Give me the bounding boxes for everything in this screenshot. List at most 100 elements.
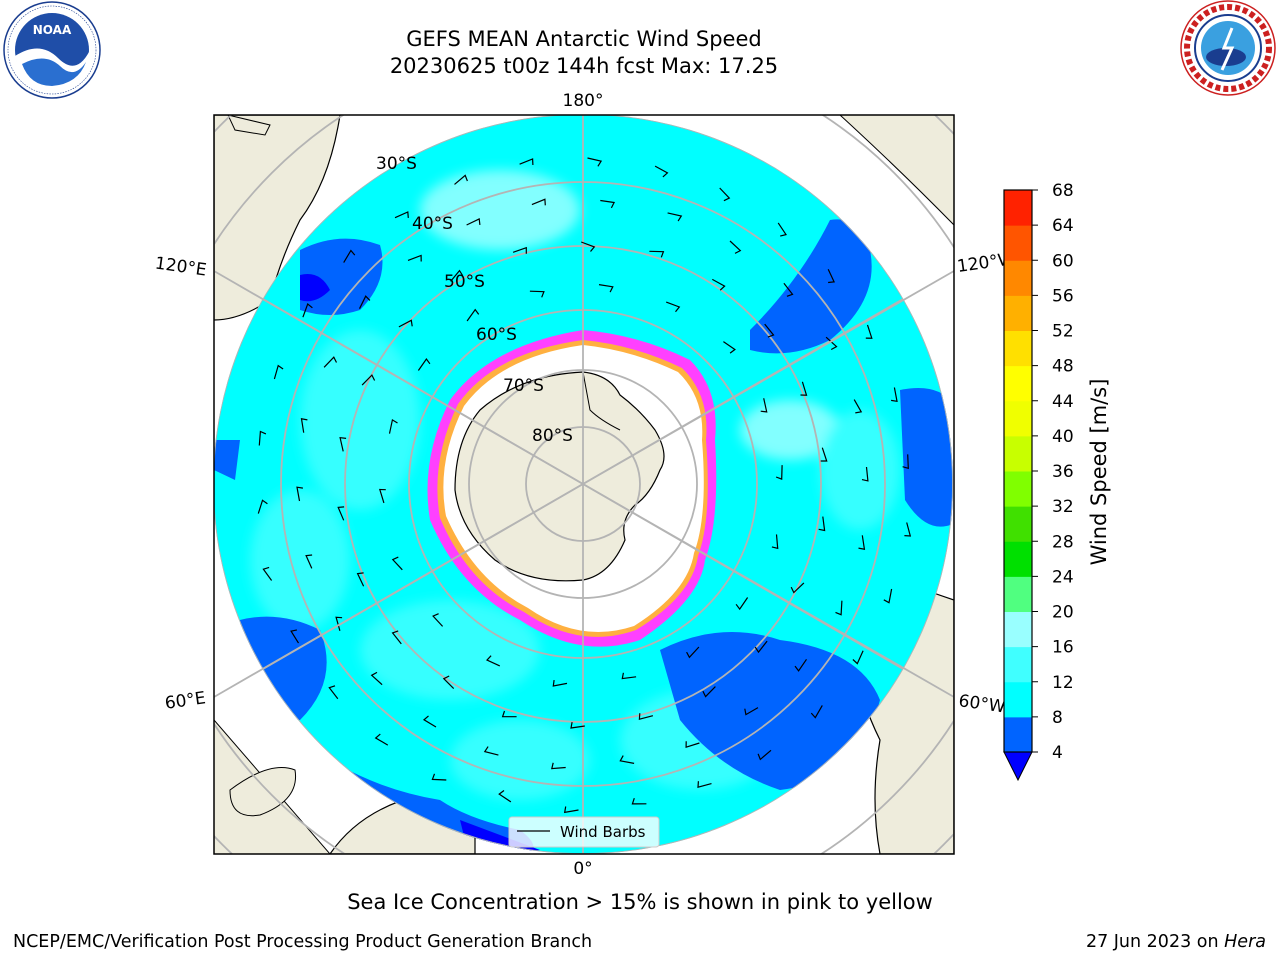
wind-barb-icon	[852, 650, 864, 665]
wind-barb-icon	[835, 600, 843, 616]
colorbar-tick-label: 8	[1052, 708, 1063, 728]
colorbar-label: Wind Speed [m/s]	[1087, 379, 1111, 566]
lat-label-50s: 50°S	[444, 272, 485, 292]
colorbar-segment	[1004, 260, 1032, 296]
noaa-logo-text: NOAA	[33, 23, 72, 37]
footer-date: 27 Jun 2023 on Hera	[1086, 932, 1266, 952]
colorbar-tick-label: 60	[1052, 251, 1074, 271]
map-legend: Wind Barbs	[508, 816, 660, 848]
wind-barb-icon	[600, 199, 616, 209]
wind-barb-icon	[818, 516, 826, 532]
wind-barb-icon	[290, 629, 300, 644]
wind-barb-icon	[328, 685, 339, 700]
wind-barb-icon	[262, 566, 273, 581]
wind-barb-icon	[337, 506, 345, 521]
wind-barb-icon	[454, 174, 468, 185]
wind-barb-icon	[296, 486, 303, 502]
wind-barb-icon	[685, 741, 700, 749]
wind-barb-icon	[619, 755, 635, 764]
wind-barb-icon	[257, 499, 268, 514]
colorbar-segment	[1004, 190, 1032, 226]
australia-land	[214, 115, 341, 321]
colorbar-under-arrow	[1003, 751, 1033, 782]
wind-barb-icon	[667, 212, 683, 222]
colorbar-tick-label: 24	[1052, 567, 1074, 587]
wind-barb-icon	[598, 284, 614, 293]
wind-barb-icon	[378, 488, 386, 504]
wind-barb-icon	[820, 447, 828, 462]
map-title-line1: GEFS MEAN Antarctic Wind Speed	[406, 27, 762, 51]
colorbar-segment	[1004, 295, 1032, 331]
wind-barb-icon	[735, 597, 749, 611]
wind-barb-icon	[790, 582, 805, 594]
lon-label-top: 180°	[563, 91, 604, 111]
colorbar-segment	[1004, 576, 1032, 612]
wind-barbs	[257, 157, 912, 814]
wind-barb-icon	[883, 588, 893, 604]
wind-barb-icon	[339, 437, 347, 452]
colorbar-tick-label: 44	[1052, 392, 1074, 412]
madagascar-land	[229, 767, 297, 817]
wind-barb-icon	[370, 671, 383, 686]
wind-barb-icon	[273, 364, 284, 380]
wind-barb-icon	[902, 454, 909, 470]
wind-barb-icon	[498, 790, 512, 803]
wind-barb-icon	[631, 798, 647, 805]
wind-barb-icon	[719, 187, 731, 202]
wind-barb-icon	[335, 616, 343, 631]
wind-barb-icon	[358, 295, 371, 309]
wind-barb-icon	[580, 241, 596, 252]
wind-barb-icon	[323, 356, 338, 368]
wind-barb-icon	[853, 399, 863, 414]
colorbar-tick-label: 36	[1052, 462, 1074, 482]
footer-date-text: 27 Jun 2023 on	[1085, 932, 1225, 952]
colorbar-tick-label: 64	[1052, 216, 1074, 236]
wind-barb-icon	[417, 357, 431, 371]
lat-label-60s: 60°S	[476, 325, 517, 345]
colorbar-segment	[1004, 471, 1032, 507]
sea-ice-note: Sea Ice Concentration > 15% is shown in …	[347, 890, 933, 914]
wind-barb-icon	[771, 534, 779, 550]
colorbar-segment	[1004, 365, 1032, 402]
nws-logo	[1180, 0, 1276, 96]
wind-barb-icon	[343, 249, 356, 263]
wind-barb-icon	[258, 430, 267, 446]
wind-barb-icon	[552, 680, 568, 687]
colorbar-tick-label: 20	[1052, 603, 1074, 623]
wind-barb-icon	[519, 158, 534, 166]
wind-barb-icon	[858, 535, 866, 550]
wind-barb-icon	[531, 198, 546, 206]
wind-barb-icon	[827, 268, 835, 284]
wind-barb-icon	[529, 290, 545, 298]
wind-barb-icon	[783, 282, 794, 297]
lon-label-bottom: 0°	[573, 859, 592, 879]
colorbar-segment	[1004, 400, 1032, 437]
wind-barb-icon	[712, 278, 726, 291]
wind-barb-icon	[665, 301, 681, 313]
wind-barb-icon	[374, 733, 389, 746]
wind-barb-icon	[810, 705, 823, 719]
lat-label-70s: 70°S	[503, 376, 544, 396]
wind-barb-icon	[775, 465, 783, 480]
colorbar-tick-label: 12	[1052, 673, 1074, 693]
lon-label-120e: 120°E	[154, 254, 208, 281]
wind-barb-icon	[305, 554, 313, 569]
wind-barb-icon	[686, 646, 700, 659]
lat-label-40s: 40°S	[412, 214, 453, 234]
wind-barb-icon	[702, 686, 716, 698]
colorbar-segment	[1004, 330, 1032, 367]
wind-barb-icon	[825, 336, 838, 351]
wind-barb-icon	[485, 655, 501, 667]
wind-barb-icon	[794, 658, 807, 672]
wind-barb-icon	[729, 240, 742, 254]
wind-barb-icon	[754, 640, 768, 654]
wind-barb-icon	[422, 715, 437, 728]
lat-label-30s: 30°S	[376, 154, 417, 174]
wind-barb-icon	[654, 165, 669, 178]
wind-barb-icon	[760, 398, 768, 413]
new-guinea-land	[227, 115, 271, 136]
wind-barb-icon	[361, 374, 376, 386]
wind-barb-icon	[431, 773, 447, 781]
